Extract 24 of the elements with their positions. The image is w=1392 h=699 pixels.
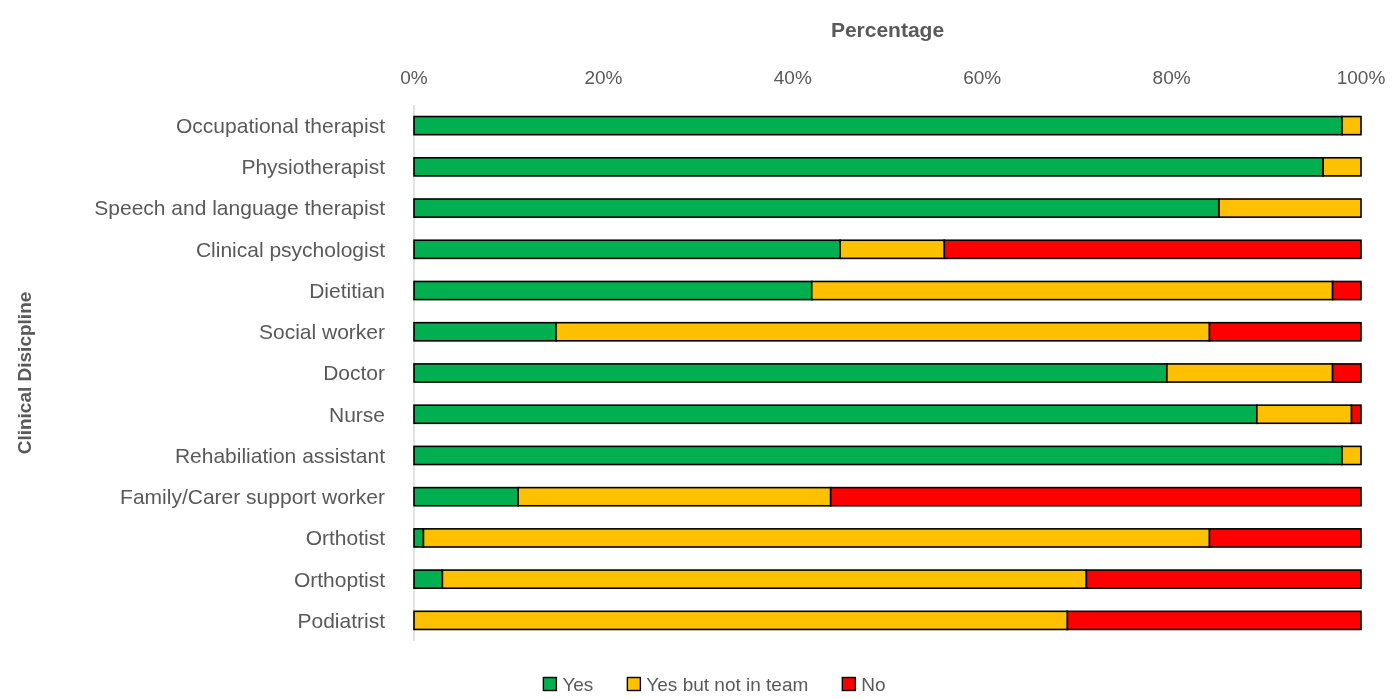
y-tick-label: Orthoptist bbox=[293, 567, 386, 591]
y-tick-label: Physiotherapist bbox=[241, 155, 386, 179]
x-tick-label: 40% bbox=[773, 66, 812, 88]
y-tick-label: Orthotist bbox=[305, 526, 386, 550]
x-tick-label: 100% bbox=[1336, 66, 1386, 88]
legend-label: No bbox=[861, 673, 886, 695]
y-axis-title: Clinical Disicpline bbox=[13, 291, 35, 455]
x-tick-label: 0% bbox=[400, 66, 428, 88]
x-tick-label: 20% bbox=[584, 66, 623, 88]
y-tick-label: Family/Carer support worker bbox=[120, 485, 385, 509]
y-tick-label: Podiatrist bbox=[297, 608, 386, 632]
chart-title: Percentage bbox=[830, 18, 945, 42]
legend-label: Yes but not in team bbox=[646, 673, 809, 695]
y-tick-label: Social worker bbox=[258, 320, 385, 344]
y-tick-label: Speech and language therapist bbox=[94, 196, 386, 220]
y-tick-label: Doctor bbox=[323, 361, 385, 385]
legend-label: Yes bbox=[562, 673, 594, 695]
y-tick-label: Nurse bbox=[328, 402, 385, 426]
y-tick-label: Clinical psychologist bbox=[195, 237, 386, 261]
y-tick-label: Occupational therapist bbox=[176, 113, 386, 137]
x-tick-label: 60% bbox=[963, 66, 1002, 88]
y-tick-label: Dietitian bbox=[309, 278, 385, 302]
y-tick-label: Rehabiliation assistant bbox=[174, 443, 386, 467]
x-tick-label: 80% bbox=[1152, 66, 1191, 88]
